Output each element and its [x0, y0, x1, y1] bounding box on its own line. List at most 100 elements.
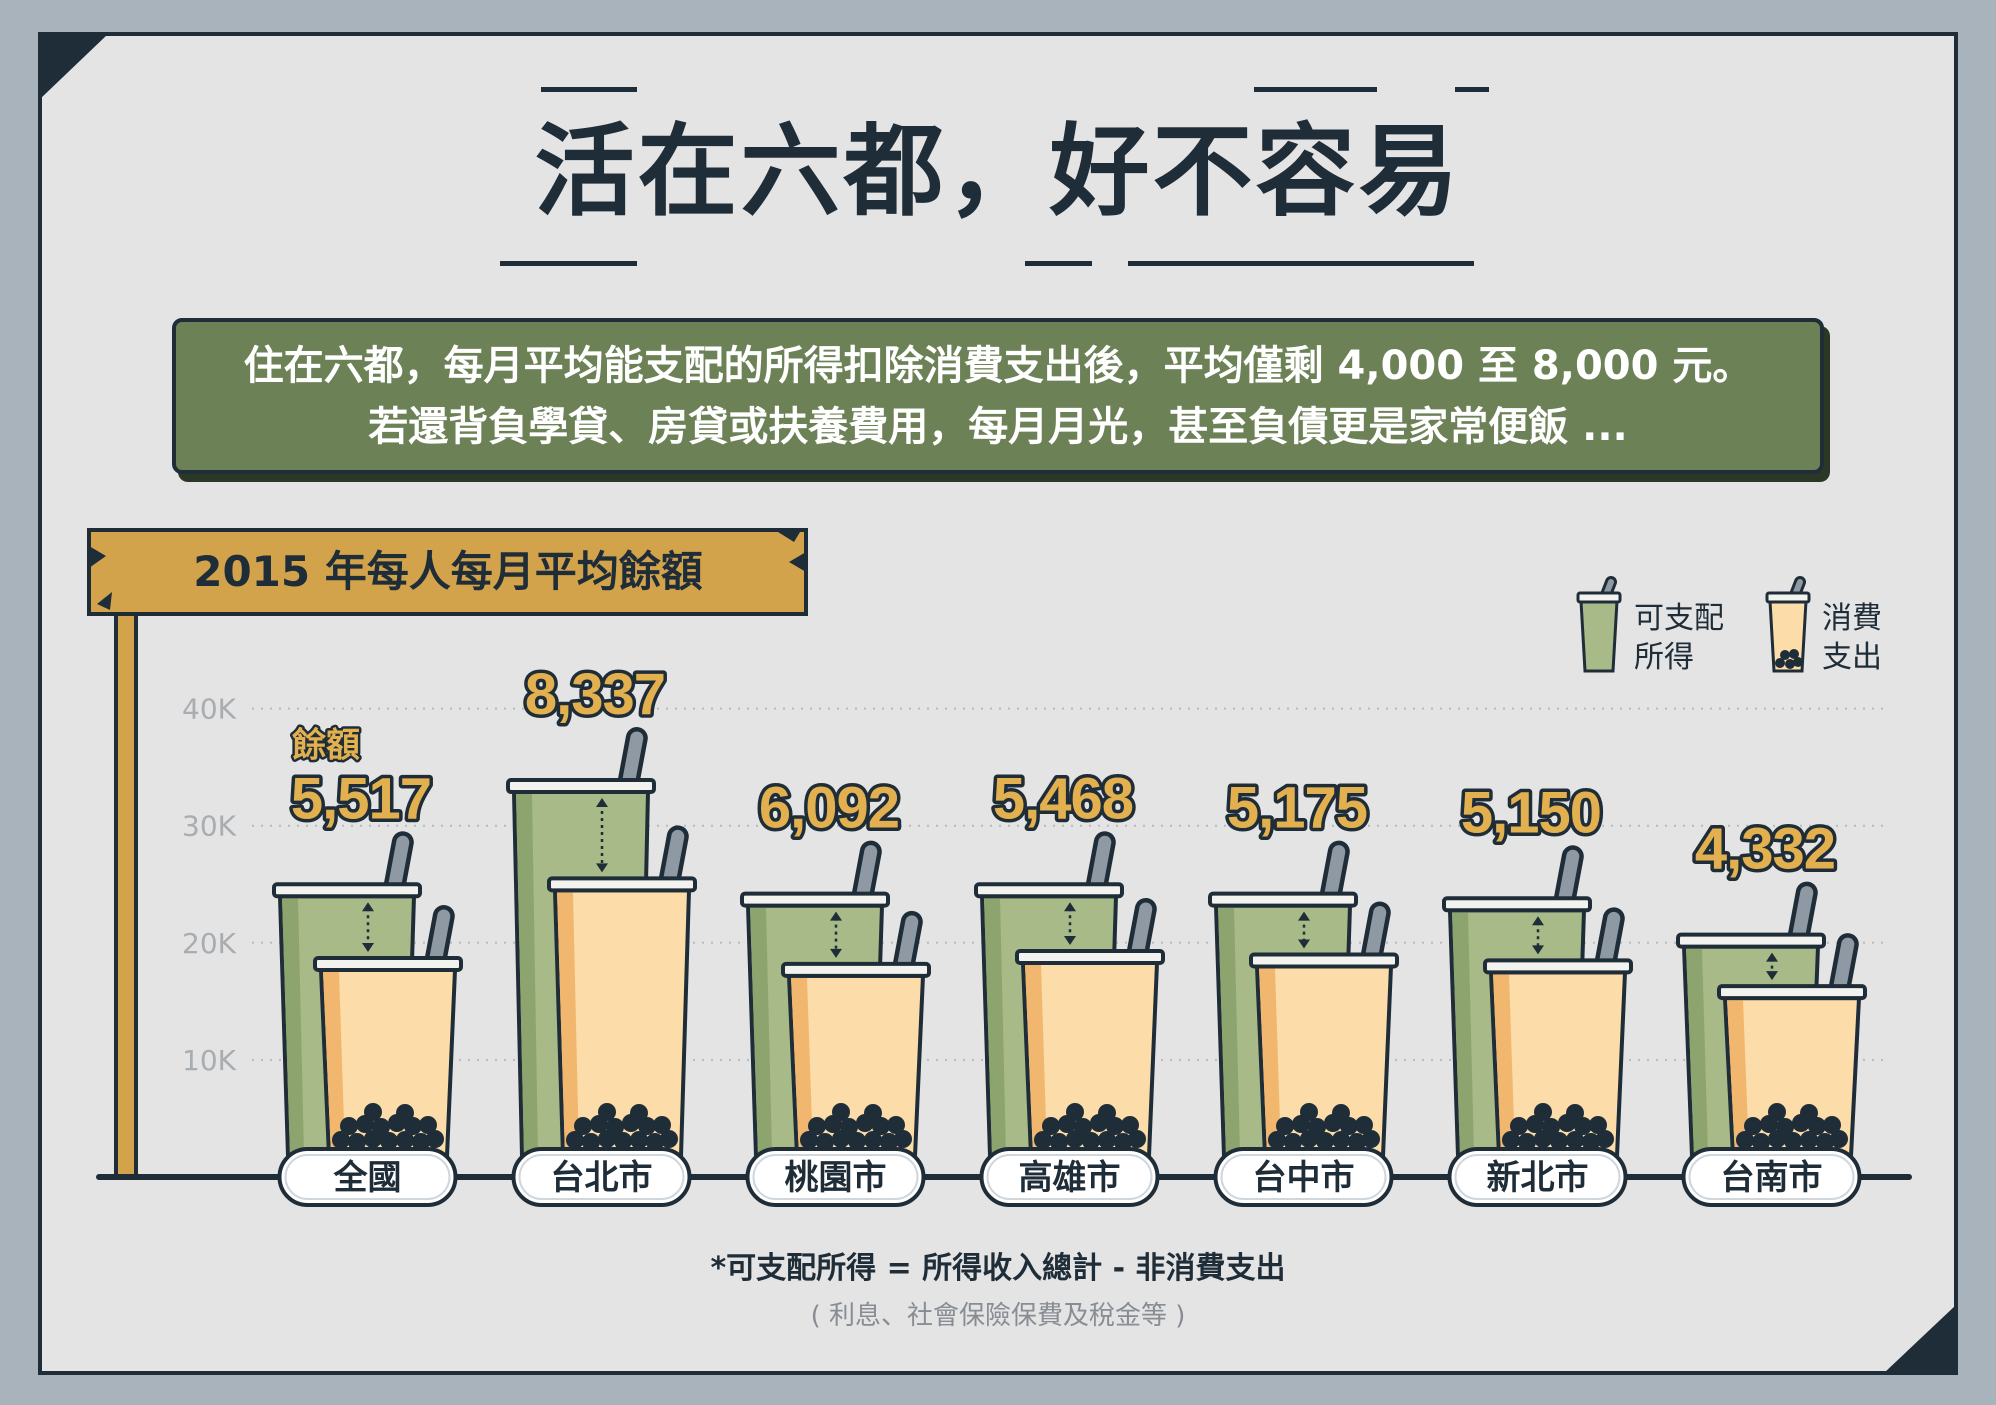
income-cup-shade	[1218, 907, 1240, 1154]
category-pill-inner	[986, 1154, 1153, 1200]
income-cup-shade	[984, 898, 1006, 1154]
expense-cup-shade	[791, 977, 813, 1154]
category-pill-inner	[1688, 1154, 1855, 1200]
summary-line: 住在六都，每月平均能支配的所得扣除消費支出後，平均僅剩 4,000 至 8,00…	[243, 343, 1753, 389]
category-pill	[745, 1147, 926, 1207]
income-cup-rim	[1208, 891, 1358, 908]
expense-cup	[1015, 948, 1165, 1158]
grid: 10K 20K 30K 40K	[182, 693, 1888, 1077]
pearl	[1768, 1103, 1786, 1121]
pearl	[426, 1130, 444, 1148]
pearl	[396, 1131, 414, 1149]
corner-triangle	[1884, 1305, 1956, 1373]
pearl	[1042, 1117, 1060, 1135]
pearl	[1510, 1117, 1528, 1135]
cup-group: 新北市 5,150	[1442, 777, 1633, 1207]
pearl	[1800, 1131, 1818, 1149]
signboard: 2015 年每人每月平均餘額	[87, 528, 808, 616]
pearl	[894, 1130, 912, 1148]
pearl	[1566, 1131, 1584, 1149]
arrow-head	[1064, 935, 1076, 945]
category-pill-inner	[284, 1154, 451, 1200]
pearl	[1808, 1117, 1826, 1135]
title-rule	[1254, 87, 1377, 92]
expense-cup	[1717, 984, 1867, 1158]
pearl	[364, 1103, 382, 1121]
pearl	[1074, 1118, 1092, 1136]
legend-label: 支出	[1822, 640, 1882, 675]
arrow-head	[1766, 952, 1778, 962]
category-label: 全國	[333, 1158, 402, 1198]
pearl	[880, 1133, 898, 1151]
category-pill	[277, 1147, 458, 1207]
legend: 可支配 所得 消費 支出	[1576, 576, 1882, 675]
legend-item-income: 可支配 所得	[1576, 576, 1724, 675]
income-cup-rim	[1442, 896, 1592, 913]
pearl	[340, 1117, 358, 1135]
signboard-crack	[97, 592, 112, 610]
arrow-head	[596, 863, 608, 873]
footnote-note: ( 利息、社會保險保費及稅金等 )	[810, 1301, 1186, 1331]
signboard-crack	[778, 532, 800, 542]
summary-line: 若還背負學貸、房貸或扶養費用，每月月光，甚至負債更是家常便飯 ...	[368, 404, 1628, 450]
pearl	[1830, 1130, 1848, 1148]
pearl	[1582, 1133, 1600, 1151]
pearl	[582, 1133, 600, 1151]
page-title: 活在六都，好不容易	[534, 113, 1462, 230]
pearl	[864, 1131, 882, 1149]
pearl	[1284, 1133, 1302, 1151]
category-label: 台中市	[1253, 1158, 1355, 1198]
expense-cup-rim	[1717, 984, 1867, 1001]
balance-caption: 餘額	[292, 725, 360, 765]
pearl	[1348, 1133, 1366, 1151]
pearl	[1566, 1104, 1584, 1122]
category-label: 新北市	[1487, 1158, 1589, 1198]
cup-group: 桃園市 6,092	[740, 772, 931, 1207]
signboard-pole	[114, 610, 138, 1179]
pearl	[816, 1133, 834, 1151]
pearl	[1800, 1104, 1818, 1122]
pearl	[380, 1132, 398, 1150]
arrow-head	[1298, 911, 1310, 921]
expense-cup-shade	[323, 972, 345, 1154]
title-rule	[1455, 87, 1489, 92]
pearl	[1776, 1118, 1794, 1136]
balance-value: 8,337	[525, 662, 665, 727]
pearl	[1589, 1116, 1607, 1134]
arrow-head	[1532, 945, 1544, 955]
expense-cup-shade	[557, 892, 579, 1154]
balance-value: 5,175	[1227, 776, 1367, 841]
pearl	[887, 1116, 905, 1134]
category-label: 台北市	[551, 1158, 653, 1198]
pearl	[800, 1131, 818, 1149]
category-pill-inner	[1220, 1154, 1387, 1200]
expense-cup-shade	[1259, 968, 1281, 1154]
pearl	[1106, 1117, 1124, 1135]
income-cup-shade	[516, 794, 538, 1154]
category-pill-inner	[752, 1154, 919, 1200]
summary-box: 住在六都，每月平均能支配的所得扣除消費支出後，平均僅剩 4,000 至 8,00…	[172, 318, 1824, 474]
income-cup-rim	[272, 882, 422, 899]
legend-item-expense: 消費 支出	[1765, 576, 1882, 675]
expense-cup-rim	[1015, 948, 1165, 965]
legend-label: 消費	[1822, 601, 1882, 636]
expense-cup	[313, 956, 463, 1158]
pearl	[1550, 1132, 1568, 1150]
corner-triangle	[40, 34, 108, 99]
pearl	[872, 1117, 890, 1135]
income-cup-shade	[1686, 948, 1708, 1154]
category-pill	[1213, 1147, 1394, 1207]
pearl	[1332, 1131, 1350, 1149]
pearl	[832, 1103, 850, 1121]
pearl	[606, 1118, 624, 1136]
pearl	[1744, 1117, 1762, 1135]
cup-rim-icon	[1576, 591, 1622, 604]
category-pill-inner	[1454, 1154, 1621, 1200]
pearl	[1082, 1132, 1100, 1150]
pearl	[1050, 1133, 1068, 1151]
pearl	[1121, 1116, 1139, 1134]
pearl	[646, 1133, 664, 1151]
pearl	[1066, 1103, 1084, 1121]
